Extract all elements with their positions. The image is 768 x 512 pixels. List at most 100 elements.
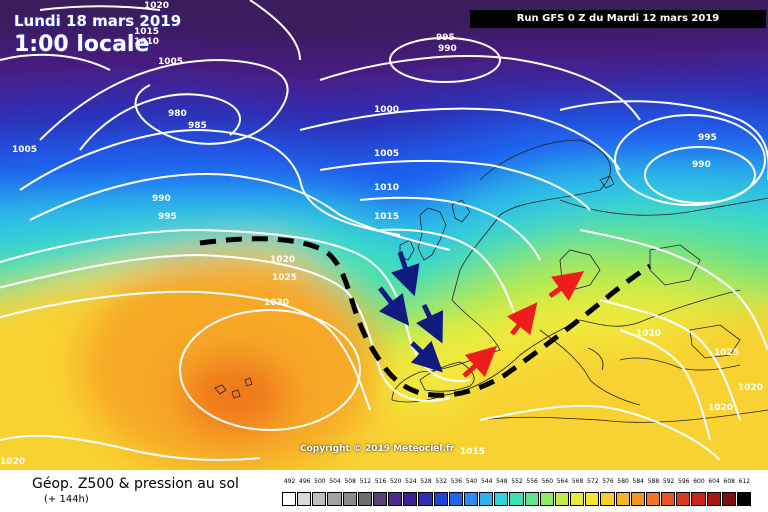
warm-arrow xyxy=(548,271,585,301)
legend-swatch xyxy=(661,492,676,506)
forecast-local-time: 1:00 locale xyxy=(14,32,150,57)
legend-swatch xyxy=(297,492,312,506)
legend-panel: Géop. Z500 & pression au sol (+ 144h) 49… xyxy=(0,470,768,512)
legend-swatch xyxy=(645,492,661,506)
legend-value-label: 612 xyxy=(738,478,751,485)
legend-value-label: 560 xyxy=(541,478,554,485)
legend-value-label: 604 xyxy=(708,478,720,485)
isobar-label: 995 xyxy=(698,133,717,143)
isobar-label: 1020 xyxy=(636,329,661,339)
legend-value-label: 516 xyxy=(374,478,387,485)
legend-value-label: 584 xyxy=(632,478,644,485)
cold-arrow xyxy=(391,251,420,297)
legend-swatch xyxy=(524,492,539,506)
warm-arrow xyxy=(506,302,538,336)
isobar-label: 1000 xyxy=(374,105,399,115)
legend-value-label: 512 xyxy=(359,478,372,485)
legend-swatch xyxy=(418,492,433,506)
isobar-label: 990 xyxy=(152,194,171,204)
isobar-labels: 1020 1015 1010 1005 1005 980 985 995 990… xyxy=(0,1,763,467)
legend-swatch xyxy=(736,492,751,506)
copyright-notice: Copyright © 2019 Meteociel.fr xyxy=(300,444,455,454)
legend-value-label: 568 xyxy=(571,478,584,485)
isobar-label: 990 xyxy=(438,44,457,54)
legend-value-label: 564 xyxy=(556,478,569,485)
legend-swatch xyxy=(539,492,554,506)
cold-arrow xyxy=(415,303,444,344)
warm-air-arrows xyxy=(462,271,585,378)
isobar-label: 1020 xyxy=(738,383,763,393)
legend-swatch xyxy=(433,492,448,506)
forecast-date: Lundi 18 mars 2019 xyxy=(14,12,182,30)
legend-swatch xyxy=(706,492,721,506)
legend-value-label: 544 xyxy=(480,478,493,485)
legend-value-label: 608 xyxy=(723,478,735,485)
legend-swatch xyxy=(312,492,327,506)
legend-value-label: 580 xyxy=(617,478,629,485)
legend-swatch xyxy=(676,492,691,506)
legend-value-label: 576 xyxy=(602,478,614,485)
legend-swatch xyxy=(479,492,494,506)
cold-arrow xyxy=(378,286,410,326)
legend-value-label: 556 xyxy=(526,478,538,485)
legend-scale-labels: 492 496 500 504 508 512 516 520 524 528 532 536 540 5… xyxy=(282,478,752,490)
legend-swatch xyxy=(327,492,342,506)
legend-value-label: 552 xyxy=(511,478,523,485)
legend-value-label: 600 xyxy=(693,478,705,485)
isobar-label: 980 xyxy=(168,109,187,119)
legend-value-label: 532 xyxy=(435,478,447,485)
legend-value-label: 540 xyxy=(465,478,478,485)
legend-value-label: 520 xyxy=(389,478,402,485)
legend-swatch xyxy=(691,492,706,506)
legend-swatch xyxy=(357,492,372,506)
legend-value-label: 572 xyxy=(587,478,599,485)
legend-swatch xyxy=(554,492,570,506)
legend-swatch xyxy=(388,492,403,506)
legend-value-label: 508 xyxy=(344,478,356,485)
isobar-label: 985 xyxy=(188,121,207,131)
isobar-label: 1020 xyxy=(0,457,25,467)
legend-swatch xyxy=(282,492,297,506)
isobars xyxy=(0,0,768,460)
legend-swatch xyxy=(342,492,357,506)
legend-swatch xyxy=(403,492,418,506)
legend-swatch xyxy=(600,492,615,506)
isobar-label: 1005 xyxy=(374,149,399,159)
isobar-label: 1020 xyxy=(708,403,733,413)
isobar-label: 995 xyxy=(158,212,177,222)
isobar-label: 1005 xyxy=(158,57,183,67)
run-info-banner: Run GFS 0 Z du Mardi 12 mars 2019 xyxy=(470,10,766,28)
legend-value-label: 536 xyxy=(450,478,463,485)
legend-value-label: 504 xyxy=(329,478,341,485)
legend-swatch xyxy=(585,492,600,506)
legend-value-label: 524 xyxy=(405,478,417,485)
isobar-label: 1015 xyxy=(460,447,485,457)
warm-arrow xyxy=(462,345,498,378)
isobar-label: 995 xyxy=(436,33,455,43)
legend-value-label: 596 xyxy=(678,478,690,485)
legend-value-label: 592 xyxy=(662,478,675,485)
legend-swatch xyxy=(494,492,509,506)
cold-arrow xyxy=(410,340,443,373)
legend-value-label: 528 xyxy=(420,478,432,485)
legend-value-label: 548 xyxy=(496,478,508,485)
isobar-label: 1025 xyxy=(272,273,297,283)
legend-title: Géop. Z500 & pression au sol xyxy=(32,476,239,492)
isobar-label: 1010 xyxy=(134,37,159,47)
legend-value-label: 496 xyxy=(299,478,311,485)
legend-swatch xyxy=(448,492,463,506)
legend-value-label: 492 xyxy=(283,478,296,485)
legend-swatch xyxy=(721,492,736,506)
z500-color-field xyxy=(0,0,768,470)
legend-value-label: 500 xyxy=(314,478,326,485)
legend-subtitle: (+ 144h) xyxy=(44,494,89,505)
isobar-label: 1020 xyxy=(144,1,169,11)
isobar-label: 1010 xyxy=(374,183,399,193)
isobar-label: 1030 xyxy=(264,298,289,308)
isobar-label: 990 xyxy=(692,160,711,170)
isobar-label: 1020 xyxy=(270,255,295,265)
legend-swatch xyxy=(509,492,524,506)
legend-swatch xyxy=(615,492,630,506)
isobar-label: 1025 xyxy=(714,348,739,358)
